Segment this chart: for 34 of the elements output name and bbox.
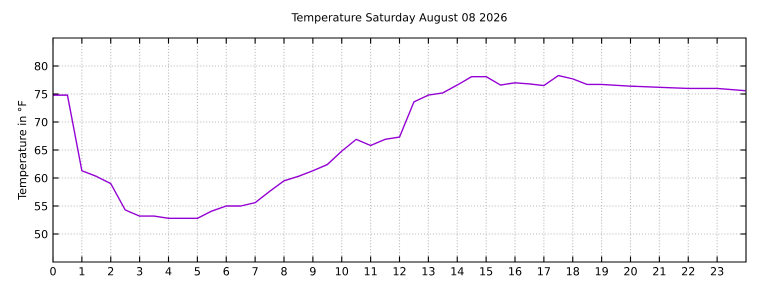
x-tick-label: 0 <box>50 267 56 276</box>
x-tick-label: 19 <box>596 267 608 276</box>
x-tick-label: 5 <box>194 267 200 276</box>
x-tick-label: 21 <box>653 267 666 276</box>
y-tick-label: 65 <box>34 146 48 154</box>
x-tick-label: 18 <box>566 267 580 276</box>
y-tick-label: 70 <box>34 118 48 126</box>
y-tick-label: 50 <box>34 230 48 238</box>
x-tick-label: 17 <box>538 267 550 276</box>
x-tick-label: 13 <box>422 267 435 276</box>
x-tick-label: 14 <box>451 267 464 276</box>
y-tick-label: 75 <box>34 90 48 98</box>
y-tick-label: 55 <box>34 202 48 210</box>
x-tick-label: 11 <box>364 267 377 276</box>
x-tick-label: 2 <box>108 267 114 276</box>
x-tick-label: 15 <box>480 267 492 276</box>
x-tick-label: 20 <box>624 267 637 276</box>
x-tick-label: 10 <box>336 267 348 276</box>
x-tick-label: 23 <box>710 267 724 276</box>
y-tick-label: 60 <box>34 174 48 182</box>
y-axis-title: Temperature in °F <box>18 100 28 200</box>
x-tick-label: 1 <box>80 267 84 276</box>
x-tick-label: 9 <box>310 267 316 276</box>
chart-title: Temperature Saturday August 08 2026 <box>292 12 507 24</box>
y-tick-label: 80 <box>34 62 48 70</box>
x-tick-label: 3 <box>136 267 142 276</box>
x-tick-label: 6 <box>223 267 230 276</box>
line-series <box>53 74 746 220</box>
x-tick-label: 4 <box>166 267 172 276</box>
x-tick-label: 8 <box>281 267 287 276</box>
x-tick-label: 22 <box>682 267 694 276</box>
x-tick-label: 12 <box>394 267 406 276</box>
x-tick-label: 16 <box>509 267 522 276</box>
x-tick-label: 7 <box>252 267 258 276</box>
